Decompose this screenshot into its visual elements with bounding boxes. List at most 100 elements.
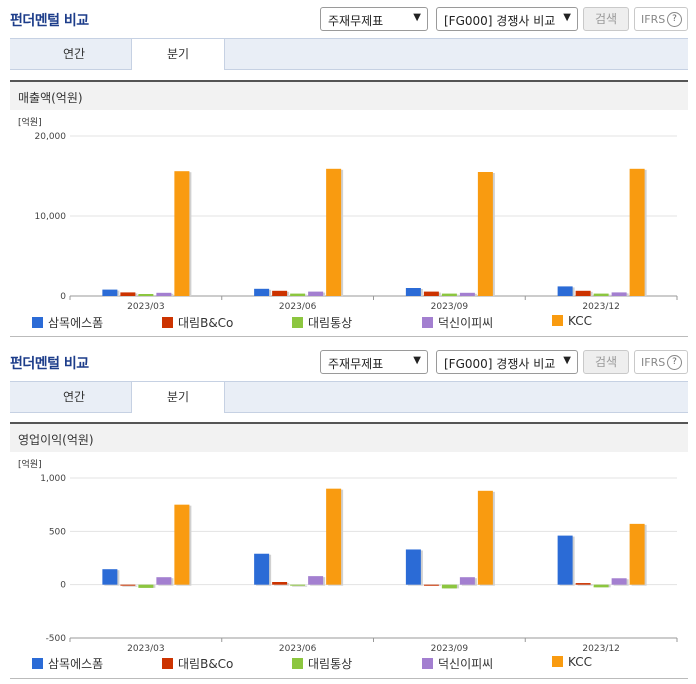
bar[interactable] <box>423 291 439 296</box>
x-tick-label: 2023/03 <box>127 302 164 312</box>
bar[interactable] <box>120 292 136 296</box>
legend-label: 덕신이피씨 <box>438 316 494 330</box>
bar[interactable] <box>156 577 172 585</box>
legend-item[interactable]: 대림B&Co <box>162 314 233 331</box>
peer-group-select[interactable]: [FG000] 경쟁사 비교 ▼ <box>436 350 578 374</box>
legend-item[interactable]: KCC <box>552 655 592 669</box>
legend-swatch <box>162 658 173 669</box>
bar[interactable] <box>611 578 627 585</box>
bar[interactable] <box>405 288 421 296</box>
legend-item[interactable]: 덕신이피씨 <box>422 314 493 331</box>
bar[interactable] <box>593 584 609 588</box>
statement-type-value: 주재무제표 <box>328 357 384 371</box>
section-title-bar: 영업이익(억원) <box>10 422 688 452</box>
legend-item[interactable]: 대림B&Co <box>162 655 233 672</box>
bar[interactable] <box>102 289 118 296</box>
unit-label: [억원] <box>18 116 42 128</box>
statement-type-value: 주재무제표 <box>328 14 384 28</box>
statement-type-select[interactable]: 주재무제표 ▼ <box>320 350 428 374</box>
section-title: 영업이익(억원) <box>18 433 94 447</box>
bar[interactable] <box>138 294 154 296</box>
bar[interactable] <box>405 549 421 585</box>
chart-2-container: [억원] -500 0 500 1,000 2023/03 2023/06 2023/09 20… <box>10 454 688 654</box>
bar[interactable] <box>477 490 493 585</box>
bar[interactable] <box>102 569 118 585</box>
bar[interactable] <box>254 553 270 585</box>
legend-item[interactable]: 대림통상 <box>292 314 352 331</box>
bar[interactable] <box>575 583 591 585</box>
ifrs-label: IFRS <box>641 356 666 369</box>
bar-shadow <box>122 585 138 587</box>
legend-swatch <box>292 658 303 669</box>
bar[interactable] <box>629 523 645 585</box>
chevron-down-icon: ▼ <box>413 355 421 366</box>
bar[interactable] <box>272 582 288 585</box>
y-tick-label: 20,000 <box>35 132 67 142</box>
legend-item[interactable]: 삼목에스폼 <box>32 314 103 331</box>
chevron-down-icon: ▼ <box>413 12 421 23</box>
y-tick-label: 0 <box>60 581 66 591</box>
bar[interactable] <box>557 286 573 296</box>
tab-annual[interactable]: 연간 <box>62 47 86 61</box>
legend-item[interactable]: 덕신이피씨 <box>422 655 493 672</box>
legend-item[interactable]: 삼목에스폼 <box>32 655 103 672</box>
bar[interactable] <box>174 504 190 585</box>
chevron-down-icon: ▼ <box>563 12 571 23</box>
bar[interactable] <box>611 292 627 296</box>
bar-shadow <box>292 585 308 587</box>
x-tick-label: 2023/09 <box>431 302 469 312</box>
ifrs-help-button[interactable]: IFRS ? <box>634 350 688 374</box>
bar[interactable] <box>156 292 172 296</box>
bar[interactable] <box>308 291 324 296</box>
y-tick-label: 1,000 <box>40 474 66 484</box>
bar[interactable] <box>254 288 270 296</box>
legend-item[interactable]: KCC <box>552 314 592 328</box>
bar[interactable] <box>477 172 493 296</box>
bar[interactable] <box>593 293 609 296</box>
legend-label: 대림B&Co <box>178 316 234 330</box>
panel-header-2: 펀더멘털 비교 주재무제표 ▼ [FG000] 경쟁사 비교 ▼ 검색 IFRS… <box>0 343 696 381</box>
bar[interactable] <box>441 584 457 589</box>
bar[interactable] <box>459 292 475 296</box>
bar[interactable] <box>138 584 154 588</box>
bar[interactable] <box>557 535 573 585</box>
bar[interactable] <box>326 488 342 585</box>
bar[interactable] <box>120 584 136 586</box>
legend-swatch <box>292 317 303 328</box>
y-tick-label: -500 <box>46 634 67 644</box>
search-button[interactable]: 검색 <box>583 7 629 31</box>
divider <box>10 336 688 337</box>
x-tick-label: 2023/12 <box>582 644 619 652</box>
statement-type-select[interactable]: 주재무제표 ▼ <box>320 7 428 31</box>
legend-label: 대림B&Co <box>178 657 234 671</box>
legend-swatch <box>552 656 563 667</box>
bar[interactable] <box>290 584 306 586</box>
chart-2-legend: 삼목에스폼 대림B&Co 대림통상 덕신이피씨 KCC <box>10 652 688 672</box>
chart-1-legend: 삼목에스폼 대림B&Co 대림통상 덕신이피씨 KCC <box>10 311 688 331</box>
tab-annual[interactable]: 연간 <box>62 390 86 404</box>
bar[interactable] <box>308 576 324 585</box>
bar[interactable] <box>423 584 439 586</box>
bar[interactable] <box>272 290 288 296</box>
legend-swatch <box>32 658 43 669</box>
section-title: 매출액(억원) <box>18 91 83 105</box>
bar[interactable] <box>290 293 306 296</box>
bar[interactable] <box>459 577 475 585</box>
tab-quarterly[interactable]: 분기 <box>131 39 225 70</box>
tab-quarterly[interactable]: 분기 <box>131 382 225 413</box>
y-tick-label: 500 <box>49 527 66 537</box>
bar[interactable] <box>629 168 645 296</box>
bar[interactable] <box>326 168 342 296</box>
legend-label: 삼목에스폼 <box>48 316 104 330</box>
legend-swatch <box>422 658 433 669</box>
bar[interactable] <box>575 290 591 296</box>
page-title: 펀더멘털 비교 <box>10 13 89 29</box>
period-tabs: 연간 분기 <box>10 38 688 70</box>
period-tabs: 연간 분기 <box>10 381 688 413</box>
bar[interactable] <box>441 293 457 296</box>
ifrs-help-button[interactable]: IFRS ? <box>634 7 688 31</box>
peer-group-select[interactable]: [FG000] 경쟁사 비교 ▼ <box>436 7 578 31</box>
search-button[interactable]: 검색 <box>583 350 629 374</box>
bar[interactable] <box>174 171 190 296</box>
legend-item[interactable]: 대림통상 <box>292 655 352 672</box>
